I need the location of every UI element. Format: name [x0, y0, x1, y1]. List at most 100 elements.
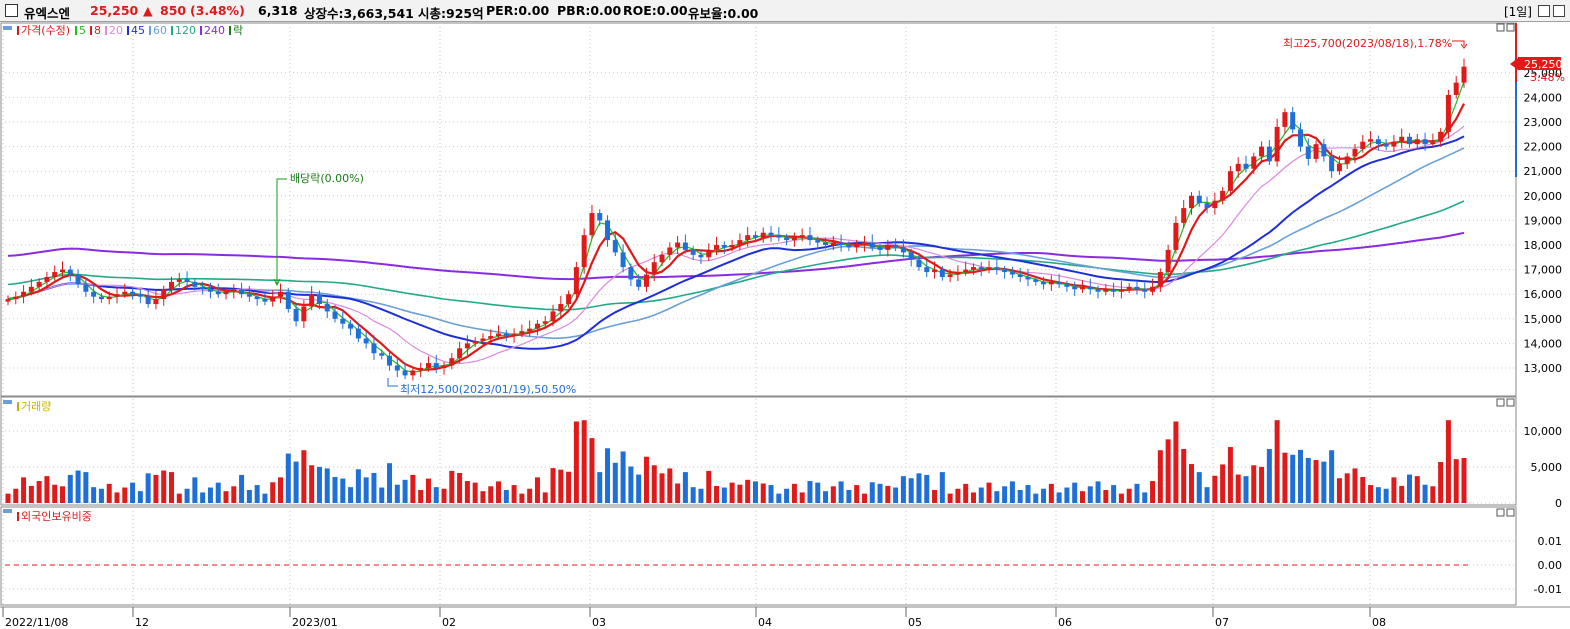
volume-bar: [285, 453, 291, 503]
candle-body: [542, 321, 548, 324]
restore-icon[interactable]: [1538, 5, 1550, 17]
volume-bars: [5, 420, 1467, 503]
legend-label: 20: [109, 24, 123, 37]
volume-bar: [153, 474, 159, 503]
foreign-minimize-icon[interactable]: [1496, 508, 1505, 517]
candle-body: [488, 336, 494, 339]
candle-body: [355, 328, 361, 339]
candle-body: [387, 355, 393, 366]
candle-body: [418, 368, 424, 371]
candle-body: [815, 240, 821, 243]
candle-body: [1165, 249, 1171, 273]
candle-body: [1111, 289, 1117, 292]
volume-bar: [1025, 485, 1031, 503]
candle-body: [1313, 144, 1319, 159]
candle-body: [558, 304, 564, 312]
volume-bar: [161, 470, 167, 503]
volume-bar: [721, 487, 727, 503]
volume-bar: [1072, 482, 1078, 503]
volume-bar: [1204, 487, 1210, 503]
volume-tick-label: 10,000: [1524, 425, 1563, 438]
candle-body: [1251, 156, 1257, 169]
volume-bar: [1103, 489, 1109, 503]
volume-bar: [387, 463, 393, 503]
price-tick-label: 19,000: [1524, 214, 1563, 227]
volume-menu-icon[interactable]: [3, 400, 12, 404]
candle-body: [932, 269, 938, 273]
volume-bar: [659, 473, 665, 503]
candle-body: [1087, 286, 1093, 290]
volume-bar: [612, 462, 618, 503]
volume-bar: [815, 482, 821, 503]
price-minimize-icon[interactable]: [1496, 23, 1505, 32]
candle-body: [908, 252, 914, 260]
date-tick-label: 05: [908, 616, 922, 629]
volume-bar: [379, 487, 385, 503]
volume-bar: [784, 488, 790, 503]
volume-bar: [1461, 458, 1467, 503]
candle-body: [44, 276, 50, 282]
candle-body: [348, 323, 354, 329]
select-checkbox[interactable]: [5, 4, 18, 17]
legend-swatch: [171, 26, 173, 35]
volume-bar: [1041, 488, 1047, 503]
volume-bar: [1157, 450, 1163, 503]
volume-bar: [869, 482, 875, 503]
panel-menu-icon[interactable]: [3, 26, 12, 30]
candle-body: [13, 296, 19, 300]
volume-bar: [558, 469, 564, 503]
volume-bar: [67, 474, 73, 503]
volume-bar: [589, 438, 595, 503]
last-pct-label: 3.48%: [1530, 71, 1565, 84]
reserve-ratio: 유보율:0.00: [688, 6, 759, 21]
candle-body: [52, 272, 58, 277]
candle-body: [620, 252, 626, 268]
volume-bar: [1453, 459, 1459, 503]
indicator-legend: 가격(수정) 5 8 20 45 60 120 240 락: [17, 24, 243, 37]
volume-bar: [472, 482, 478, 503]
legend-label: 가격(수정): [21, 24, 70, 37]
candle-body: [1430, 141, 1436, 145]
volume-bar: [932, 489, 938, 503]
candle-body: [1142, 289, 1148, 292]
candle-body: [768, 232, 774, 236]
candle-body: [916, 259, 922, 268]
price-tick-label: 16,000: [1524, 288, 1563, 301]
foreign-menu-icon[interactable]: [3, 509, 12, 513]
candle-body: [721, 245, 727, 248]
volume-bar: [355, 469, 361, 503]
volume-bar: [464, 481, 470, 503]
volume-minimize-icon[interactable]: [1496, 398, 1505, 407]
candle-body: [1033, 279, 1039, 282]
per-value: PER:0.00: [486, 3, 550, 18]
volume-bar: [667, 468, 673, 503]
volume-bar: [760, 483, 766, 503]
last-price-label: 25,250: [1524, 58, 1563, 71]
volume-bar: [737, 484, 743, 503]
volume-bar: [1282, 452, 1288, 503]
close-icon[interactable]: [1553, 5, 1565, 17]
volume-bar: [1181, 449, 1187, 503]
candle-body: [955, 272, 961, 275]
timeframe-selector[interactable]: [1일]: [1503, 5, 1532, 19]
price-close-icon[interactable]: [1506, 23, 1515, 32]
candle-body: [1064, 284, 1070, 287]
candle-body: [1391, 141, 1397, 147]
candle-body: [1188, 195, 1194, 209]
foreign-tick-label: -0.01: [1534, 583, 1562, 596]
volume-close-icon[interactable]: [1506, 398, 1515, 407]
candle-body: [145, 296, 151, 305]
candle-body: [1235, 163, 1241, 172]
candle-body: [799, 235, 805, 238]
roe-value: ROE:0.00: [623, 3, 688, 18]
candle-body: [1383, 144, 1389, 147]
volume-bar: [98, 488, 104, 503]
price-panel: [0, 22, 1517, 397]
volume-bar: [1290, 454, 1296, 503]
candle-body: [1056, 281, 1062, 285]
volume-bar: [830, 486, 836, 503]
candle-body: [207, 289, 213, 292]
legend-label: 8: [94, 24, 101, 37]
candle-body: [986, 267, 992, 270]
foreign-close-icon[interactable]: [1506, 508, 1515, 517]
